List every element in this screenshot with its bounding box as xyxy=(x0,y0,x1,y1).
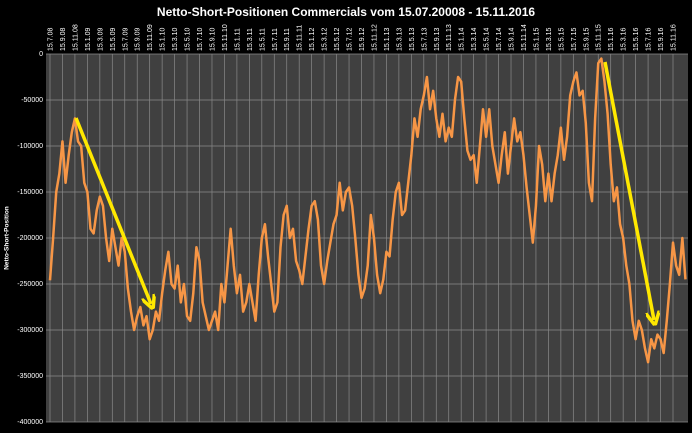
x-tick-label: 15.3.12 xyxy=(322,28,329,51)
x-tick-label: 15.9.11 xyxy=(284,28,291,51)
x-tick-label: 15.9.08 xyxy=(60,28,67,51)
x-tick-label: 15.11.16 xyxy=(671,24,678,51)
y-tick-label: -100000 xyxy=(17,143,43,150)
y-tick-label: -150000 xyxy=(17,189,43,196)
y-tick-label: -50000 xyxy=(21,97,43,104)
x-tick-label: 15.1.09 xyxy=(85,28,92,51)
x-tick-label: 15.7.16 xyxy=(646,28,653,51)
y-tick-label: -400000 xyxy=(17,419,43,426)
y-tick-label: -300000 xyxy=(17,327,43,334)
grid: 0 -50000 -100000 -150000 -200000 -250000 -3000… xyxy=(17,24,688,426)
x-tick-label: 15.11.14 xyxy=(521,24,528,51)
x-tick-label: 15.5.09 xyxy=(110,28,117,51)
x-tick-label: 15.5.10 xyxy=(185,28,192,51)
x-tick-label: 15.11.11 xyxy=(297,25,304,51)
annotations xyxy=(74,61,654,320)
x-tick-label: 15.11.08 xyxy=(72,24,79,51)
x-tick-label: 15.5.14 xyxy=(484,28,491,51)
x-tick-label: 15.5.12 xyxy=(334,28,341,51)
x-tick-label: 15.3.09 xyxy=(97,28,104,51)
x-tick-label: 15.7.10 xyxy=(197,28,204,51)
x-tick-label: 15.1.15 xyxy=(533,28,540,51)
trend-arrow xyxy=(603,61,654,320)
x-tick-label: 15.7.12 xyxy=(347,28,354,51)
x-tick-label: 15.11.10 xyxy=(222,24,229,51)
x-tick-label: 15.11.13 xyxy=(446,24,453,51)
x-tick-label: 15.9.16 xyxy=(658,28,665,51)
x-tick-label: 15.3.14 xyxy=(471,28,478,51)
x-tick-label: 15.5.13 xyxy=(409,28,416,51)
x-tick-label: 15.5.16 xyxy=(633,28,640,51)
x-tick-label: 15.1.12 xyxy=(309,28,316,51)
x-tick-label: 15.3.11 xyxy=(247,28,254,51)
y-tick-label: -200000 xyxy=(17,235,43,242)
x-tick-label: 15.7.13 xyxy=(421,28,428,51)
y-tick-label: -250000 xyxy=(17,281,43,288)
x-tick-label: 15.3.16 xyxy=(621,28,628,51)
x-tick-label: 15.3.13 xyxy=(396,28,403,51)
x-tick-label: 15.1.16 xyxy=(608,28,615,51)
x-tick-label: 15.9.13 xyxy=(434,28,441,51)
x-tick-label: 15.7.14 xyxy=(496,28,503,51)
x-tick-label: 15.7.08 xyxy=(48,28,55,51)
x-tick-label: 15.11.09 xyxy=(147,24,154,51)
x-tick-label: 15.7.15 xyxy=(571,28,578,51)
trend-arrow xyxy=(74,117,151,304)
x-tick-label: 15.5.15 xyxy=(558,28,565,51)
x-tick-label: 15.7.11 xyxy=(272,28,279,51)
x-tick-label: 15.3.15 xyxy=(546,28,553,51)
x-tick-label: 15.9.09 xyxy=(135,28,142,51)
x-tick-label: 15.1.10 xyxy=(160,28,167,51)
x-tick-label: 15.9.12 xyxy=(359,28,366,51)
x-tick-label: 15.3.10 xyxy=(172,28,179,51)
x-tick-label: 15.11.12 xyxy=(371,24,378,51)
x-tick-label: 15.1.14 xyxy=(459,28,466,51)
y-axis-label: Netto-Short-Position xyxy=(4,206,11,270)
x-tick-label: 15.1.13 xyxy=(384,28,391,51)
x-tick-label: 15.1.11 xyxy=(234,28,241,51)
x-tick-label: 15.11.15 xyxy=(596,24,603,51)
x-tick-label: 15.9.14 xyxy=(509,28,516,51)
x-tick-label: 15.5.11 xyxy=(259,28,266,51)
x-tick-label: 15.7.09 xyxy=(122,28,129,51)
x-tick-label: 15.9.10 xyxy=(209,28,216,51)
x-tick-label: 15.9.15 xyxy=(583,28,590,51)
y-tick-label: -350000 xyxy=(17,373,43,380)
y-tick-label: 0 xyxy=(39,51,43,58)
chart-title: Netto-Short-Positionen Commercials vom 1… xyxy=(157,5,535,19)
